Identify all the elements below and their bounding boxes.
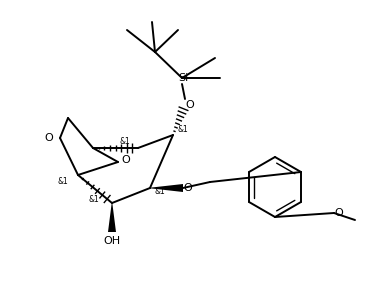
Text: &1: &1 <box>89 194 99 204</box>
Text: &1: &1 <box>177 124 188 134</box>
Text: &1: &1 <box>58 177 68 185</box>
Text: O: O <box>186 100 195 110</box>
Text: O: O <box>335 208 343 218</box>
Polygon shape <box>150 184 183 192</box>
Polygon shape <box>108 203 116 232</box>
Text: O: O <box>44 133 53 143</box>
Text: &1: &1 <box>155 187 166 196</box>
Text: OH: OH <box>103 236 121 246</box>
Text: Si: Si <box>178 73 188 83</box>
Text: &1: &1 <box>120 137 130 145</box>
Text: O: O <box>184 183 192 193</box>
Text: O: O <box>122 155 130 165</box>
